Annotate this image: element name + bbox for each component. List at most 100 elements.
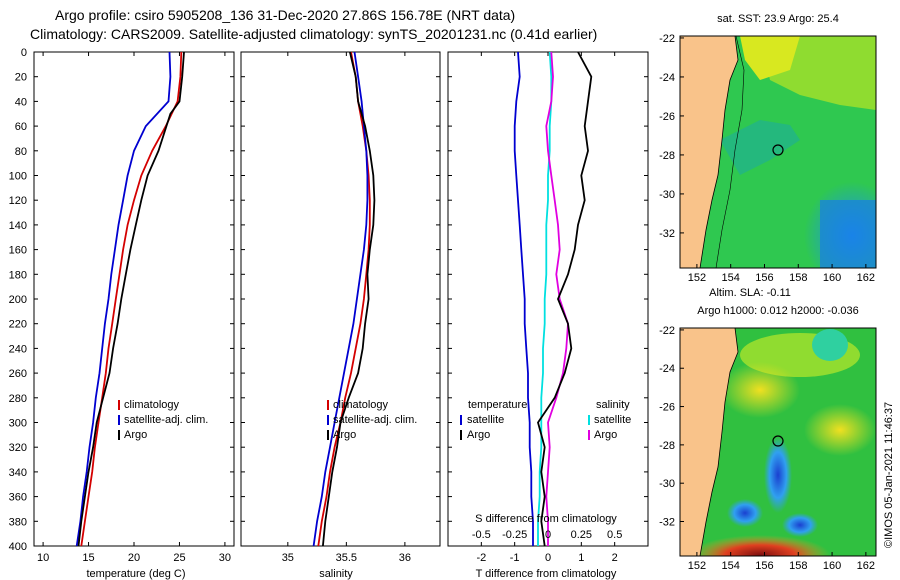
series-line-t-argo xyxy=(537,51,593,547)
legend-label-argo: Argo xyxy=(124,429,147,441)
map-lat-label: -30 xyxy=(659,189,675,201)
series-line-satellite-adj-clim- xyxy=(75,51,172,547)
sla-low-eddy-central xyxy=(764,437,792,513)
series-line-satellite-adj-clim- xyxy=(312,51,369,547)
map-lat-label: -28 xyxy=(659,150,675,162)
depth-tick-label: 20 xyxy=(15,72,27,84)
sla-map xyxy=(680,328,876,556)
x-tick-label: 0 xyxy=(545,552,551,564)
legend-label-climatology: climatology xyxy=(124,399,180,411)
legend-label-t-satellite: satellite xyxy=(467,414,504,426)
legend-label-argo: Argo xyxy=(333,429,356,441)
s-diff-tick-label: 0.25 xyxy=(571,529,592,541)
sla-map-frame xyxy=(679,327,877,557)
legend-title-temperature: temperature xyxy=(468,399,527,411)
sla-yellow-east xyxy=(804,404,876,456)
salinity-legend: climatology satellite-adj. clim. Argo xyxy=(327,399,417,441)
depth-tick-label: 260 xyxy=(9,368,27,380)
sst-shelf-contour xyxy=(715,36,745,268)
salinity-plot: 35 35.5 36 xyxy=(282,51,411,564)
x-tick-label: 25 xyxy=(173,552,185,564)
sst-cold-region xyxy=(820,200,876,268)
map-lat-label: -22 xyxy=(659,325,675,337)
temperature-plot: 10 15 20 25 30 xyxy=(37,51,231,564)
difference-axis-label: T difference from climatology xyxy=(476,568,617,580)
x-tick-label: 36 xyxy=(399,552,411,564)
map-lat-label: -26 xyxy=(659,402,675,414)
map-lon-label: 152 xyxy=(688,560,706,572)
temperature-legend: climatology satellite-adj. clim. Argo xyxy=(118,399,208,441)
sla-teal-eddy xyxy=(812,329,848,361)
sla-high-eddy-south xyxy=(690,535,830,556)
sst-map-axes: 152 154 156 158 160 162 -22 -24 -26 -28 -30 -32 xyxy=(659,33,875,284)
sla-low-eddy-southeast xyxy=(782,513,818,537)
sla-coastline xyxy=(699,328,739,556)
s-diff-tick-label: -0.25 xyxy=(502,529,527,541)
series-line-argo xyxy=(77,51,185,547)
sst-land-australia xyxy=(680,36,738,268)
x-tick-label: -1 xyxy=(510,552,520,564)
salinity-plot-frame xyxy=(240,51,441,547)
map-lat-label: -22 xyxy=(659,33,675,45)
depth-tick-label: 0 xyxy=(21,47,27,59)
sst-map-title: sat. SST: 23.9 Argo: 25.4 xyxy=(717,13,839,25)
sla-land-australia xyxy=(680,328,738,556)
series-line-t-satellite xyxy=(513,51,534,546)
temperature-plot-frame xyxy=(33,51,235,547)
sla-map-title: Altim. SLA: -0.11 xyxy=(709,287,791,299)
sla-low-eddy-south xyxy=(727,499,763,527)
map-lon-label: 152 xyxy=(688,272,706,284)
sst-warmest-band xyxy=(740,36,800,80)
sst-coastline xyxy=(699,36,739,268)
depth-tick-label: 180 xyxy=(9,269,27,281)
sst-map xyxy=(680,36,876,268)
map-lon-label: 160 xyxy=(823,560,841,572)
map-lon-label: 160 xyxy=(823,272,841,284)
map-lat-label: -32 xyxy=(659,517,675,529)
sst-teal-band xyxy=(720,120,800,175)
depth-tick-label: 220 xyxy=(9,319,27,331)
x-tick-label: 10 xyxy=(37,552,49,564)
map-lat-label: -32 xyxy=(659,228,675,240)
x-tick-label: 15 xyxy=(82,552,94,564)
legend-label-climatology: climatology xyxy=(333,399,389,411)
map-lon-label: 154 xyxy=(722,560,740,572)
x-tick-label: 35.5 xyxy=(336,552,357,564)
depth-tick-label: 380 xyxy=(9,516,27,528)
x-tick-label: 2 xyxy=(612,552,618,564)
depth-tick-label: 200 xyxy=(9,294,27,306)
s-difference-axis-label: S difference from climatology xyxy=(475,513,617,525)
difference-legend: temperature salinity satellite Argo sate… xyxy=(460,399,631,441)
map-lat-label: -30 xyxy=(659,478,675,490)
sst-argo-float-marker xyxy=(772,144,784,156)
s-diff-tick-label: -0.5 xyxy=(472,529,491,541)
depth-tick-label: 300 xyxy=(9,418,27,430)
sla-map-axes: 152 154 156 158 160 162 -22 -24 -26 -28 -30 -32 xyxy=(659,325,875,572)
legend-label-s-satellite: satellite xyxy=(594,414,631,426)
sla-yellow-north xyxy=(720,362,800,418)
x-tick-label: 35 xyxy=(282,552,294,564)
depth-tick-label: 100 xyxy=(9,171,27,183)
series-line-s-satellite xyxy=(537,51,553,546)
depth-tick-label: 160 xyxy=(9,245,27,257)
depth-tick-label: 280 xyxy=(9,393,27,405)
sst-map-frame xyxy=(679,35,877,269)
map-lon-label: 162 xyxy=(857,272,875,284)
imos-credit: ©IMOS 05-Jan-2021 11:46:37 xyxy=(883,402,895,548)
salinity-axis-label: salinity xyxy=(319,568,353,580)
x-tick-label: -2 xyxy=(476,552,486,564)
map-lon-label: 154 xyxy=(722,272,740,284)
difference-plot: -2 -1 0 1 2 -0.5 -0.25 0 0.25 0.5 xyxy=(472,51,622,564)
depth-tick-label: 40 xyxy=(15,96,27,108)
map-lon-label: 158 xyxy=(789,560,807,572)
map-lon-label: 162 xyxy=(857,560,875,572)
sla-argo-float-marker xyxy=(772,435,784,447)
x-tick-label: 1 xyxy=(578,552,584,564)
legend-label-s-argo: Argo xyxy=(594,429,617,441)
depth-tick-label: 140 xyxy=(9,220,27,232)
depth-tick-label: 80 xyxy=(15,146,27,158)
x-tick-label: 30 xyxy=(219,552,231,564)
title-line-2: Climatology: CARS2009. Satellite-adjuste… xyxy=(30,26,597,42)
map-lat-label: -24 xyxy=(659,363,675,375)
depth-axis: 0 20 40 60 80 100 120 140 160 180 200 220 240 260 280 3… xyxy=(9,47,648,553)
